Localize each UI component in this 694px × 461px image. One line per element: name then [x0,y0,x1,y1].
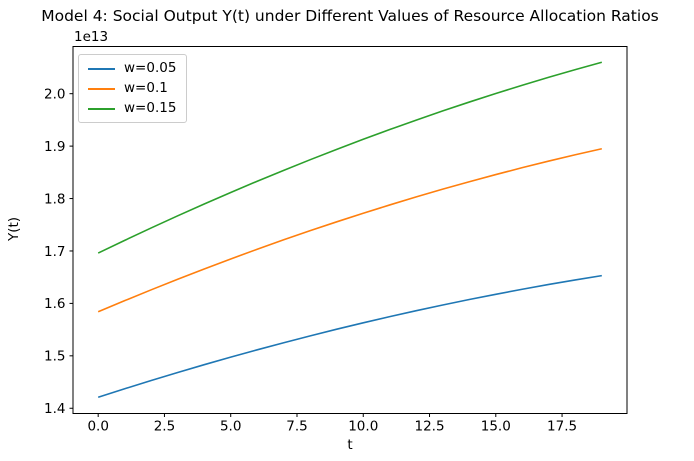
legend-line-swatch [88,87,115,90]
y-tick-label: 1.8 [44,191,65,207]
legend-item: w=0.05 [88,61,176,76]
y-tick-label: 1.6 [44,296,65,312]
y-tick-label: 1.7 [44,244,65,260]
y-tick-label: 2.0 [44,86,65,102]
legend-item-label: w=0.15 [124,100,177,116]
chart-title: Model 4: Social Output Y(t) under Differ… [41,7,659,25]
legend: w=0.05 w=0.1 w=0.15 [78,54,188,123]
y-tick-label: 1.9 [44,139,65,155]
y-tick-label: 1.5 [44,349,65,365]
x-tick-label: 5.0 [220,419,241,435]
series-line-w=0.15 [97,61,603,254]
x-tick-label: 2.5 [154,419,175,435]
legend-item: w=0.15 [88,101,176,116]
legend-item-label: w=0.05 [124,60,177,76]
series-line-w=0.1 [97,147,602,313]
axes-frame [72,46,628,414]
series-line-w=0.05 [97,274,602,399]
x-axis-label: t [347,437,353,453]
y-axis-offset-text: 1e13 [74,29,109,45]
x-tick-label: 17.5 [547,419,577,435]
legend-item-label: w=0.1 [124,80,168,96]
x-tick-label: 15.0 [481,419,511,435]
y-tick-label: 1.4 [44,401,65,417]
x-tick-label: 12.5 [414,419,444,435]
x-tick-label: 0.0 [87,419,108,435]
legend-line-swatch [88,107,115,110]
legend-line-swatch [88,67,115,70]
legend-item: w=0.1 [88,81,176,96]
x-tick-label: 10.0 [348,419,378,435]
x-tick-label: 7.5 [286,419,307,435]
